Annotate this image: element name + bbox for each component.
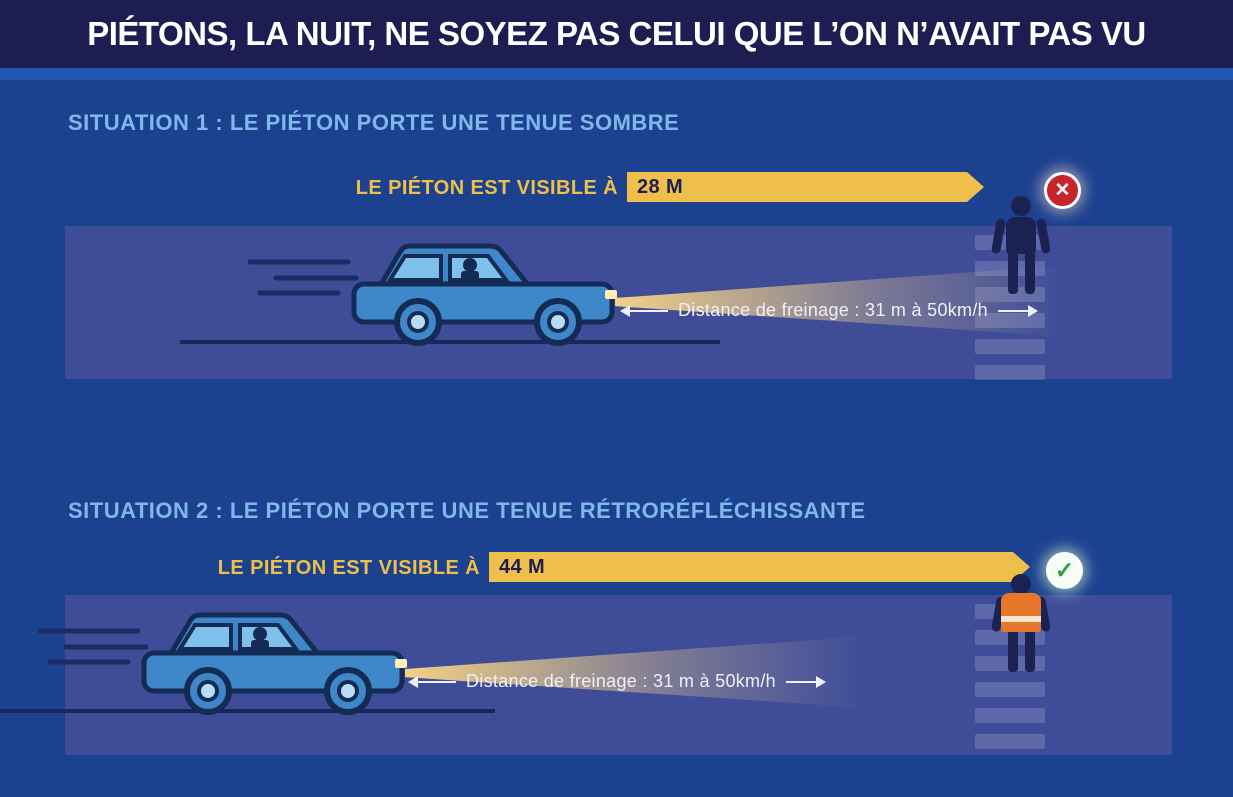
- situation-2-heading: SITUATION 2 : LE PIÉTON PORTE UNE TENUE …: [68, 498, 866, 523]
- pedestrian-head: [1011, 196, 1031, 216]
- crosswalk-stripe: [975, 734, 1045, 749]
- visibility-value-1: 28 M: [637, 175, 684, 198]
- reflective-stripe: [1001, 616, 1041, 622]
- headlight: [395, 659, 407, 668]
- cross-icon: ✕: [1054, 180, 1071, 201]
- visibility-label-1: LE PIÉTON EST VISIBLE À: [355, 177, 618, 199]
- car-illustration-1: [247, 243, 617, 346]
- braking-distance-annotation-2: Distance de freinage : 31 m à 50km/h: [408, 671, 826, 692]
- driver-head: [253, 627, 267, 641]
- pedestrian-torso: [990, 593, 1052, 633]
- car-illustration-2: [37, 612, 407, 715]
- title-banner: PIÉTONS, LA NUIT, NE SOYEZ PAS CELUI QUE…: [0, 0, 1233, 68]
- road-line-1: [180, 340, 720, 344]
- car-rear-window: [176, 623, 233, 651]
- braking-distance-label-2: Distance de freinage : 31 m à 50km/h: [466, 671, 776, 691]
- reflective-vest: [1001, 593, 1041, 632]
- crosswalk-stripe: [975, 682, 1045, 697]
- visibility-arrow-1: 28 M: [627, 172, 984, 202]
- driver-body: [461, 271, 479, 280]
- visibility-value-2: 44 M: [499, 555, 546, 578]
- visibility-arrow-2: 44 M: [489, 552, 1030, 582]
- situation-1-heading: SITUATION 1 : LE PIÉTON PORTE UNE TENUE …: [68, 110, 680, 135]
- pedestrian-dark-clothing: [990, 196, 1052, 294]
- driver-body: [251, 640, 269, 649]
- arrow-left-icon: [620, 304, 630, 317]
- arrow-right-icon: [1027, 304, 1038, 317]
- arrow-right-icon: [815, 675, 826, 688]
- arrow-left-icon: [408, 675, 418, 688]
- headlight: [605, 290, 617, 299]
- braking-distance-label-1: Distance de freinage : 31 m à 50km/h: [678, 300, 988, 320]
- road-band-2: Distance de freinage : 31 m à 50km/h: [0, 595, 1172, 755]
- crosswalk-stripe: [975, 339, 1045, 354]
- car-rear-window: [386, 254, 443, 282]
- check-icon: ✓: [1054, 557, 1075, 583]
- not-visible-badge: ✕: [1044, 172, 1081, 209]
- road-line-2: [0, 709, 495, 713]
- pedestrian-torso: [990, 217, 1052, 255]
- crosswalk-stripe: [975, 708, 1045, 723]
- crosswalk-stripe: [975, 365, 1045, 380]
- braking-distance-annotation-1: Distance de freinage : 31 m à 50km/h: [620, 300, 1038, 321]
- pedestrian-reflective-vest: [990, 574, 1052, 672]
- visible-ok-badge: ✓: [1046, 552, 1083, 589]
- accent-strip: [0, 68, 1233, 80]
- visibility-label-2: LE PIÉTON EST VISIBLE À: [217, 557, 480, 579]
- speed-lines: [37, 628, 149, 665]
- page-title: PIÉTONS, LA NUIT, NE SOYEZ PAS CELUI QUE…: [87, 15, 1146, 52]
- road-band-1: Distance de freinage : 31 m à 50km/h: [65, 226, 1172, 380]
- speed-lines: [247, 259, 359, 296]
- pedestrian-head: [1011, 574, 1031, 594]
- driver-head: [463, 258, 477, 272]
